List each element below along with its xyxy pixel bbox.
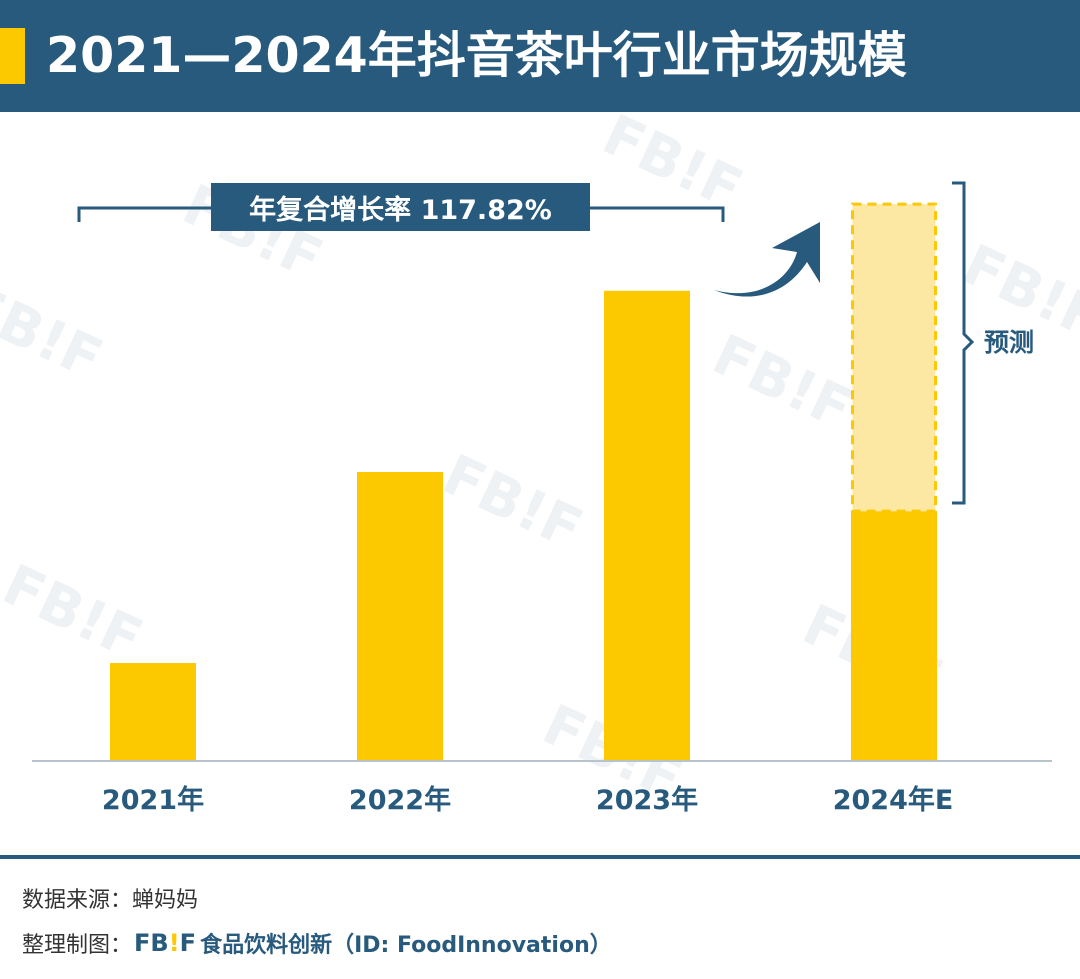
bar-2: [604, 290, 690, 761]
logo-fb: FB: [134, 929, 169, 957]
cagr-label: 年复合增长率 117.82%: [211, 183, 590, 231]
bar-forecast-3: [851, 202, 937, 513]
bar-1: [357, 472, 443, 761]
bar-0: [110, 663, 196, 761]
credit-line: 整理制图： FB!F 食品饮料创新（ID: FoodInnovation）: [22, 927, 612, 959]
bar-3: [851, 511, 937, 761]
bar-chart: [32, 181, 1052, 762]
forecast-bracket: [952, 181, 975, 505]
header-bar: 2021—2024年抖音茶叶行业市场规模: [0, 0, 1080, 112]
brand-name: 食品饮料创新（ID: FoodInnovation）: [200, 933, 612, 958]
x-tick-label-2021: 2021年: [101, 785, 205, 816]
logo-f: F: [179, 929, 197, 957]
logo-bang: !: [168, 929, 180, 957]
credit-prefix: 整理制图：: [22, 933, 133, 958]
x-tick-label-2022: 2022年: [348, 785, 452, 816]
growth-arrow-icon: [714, 222, 820, 297]
forecast-label: 预测: [984, 328, 1035, 357]
data-source: 数据来源：蝉妈妈: [22, 888, 199, 913]
fbif-logo: FB!F: [134, 929, 196, 957]
x-tick-label-2024e: 2024年E: [832, 785, 954, 816]
header-accent-bar: [0, 28, 25, 84]
footer-divider: [0, 855, 1080, 859]
page-title: 2021—2024年抖音茶叶行业市场规模: [46, 27, 907, 84]
x-tick-label-2023: 2023年: [595, 785, 699, 816]
